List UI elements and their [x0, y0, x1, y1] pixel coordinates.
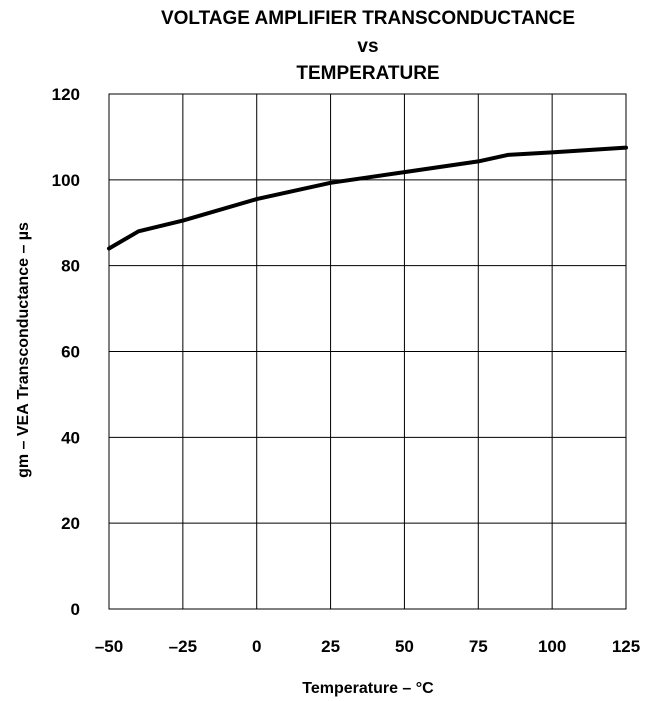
y-tick-label: 0	[71, 600, 80, 619]
x-tick-label: 100	[538, 637, 566, 656]
x-axis-label: Temperature – °C	[302, 680, 434, 697]
x-tick-label: 75	[469, 637, 488, 656]
y-axis-label: gm – VEA Transconductance – µs	[15, 222, 32, 478]
chart-title-line-2: vs	[357, 36, 378, 57]
tick-labels: –50 –25 0 25 50 75 100 125 0 20 40 60 80 100 120	[52, 85, 641, 656]
x-tick-label: 0	[252, 637, 261, 656]
y-tick-label: 80	[61, 257, 80, 276]
x-tick-label: –25	[169, 637, 197, 656]
y-tick-label: 120	[52, 85, 80, 104]
transconductance-line	[107, 145, 628, 251]
grid-layer	[108, 93, 627, 610]
y-tick-label: 60	[61, 343, 80, 362]
chart-title-line-3: TEMPERATURE	[296, 63, 439, 84]
x-tick-label: 125	[612, 637, 640, 656]
x-tick-label: –50	[95, 637, 123, 656]
y-tick-label: 20	[61, 514, 80, 533]
y-tick-label: 100	[52, 171, 80, 190]
x-tick-label: 50	[395, 637, 414, 656]
chart-title-line-1: VOLTAGE AMPLIFIER TRANSCONDUCTANCE	[161, 8, 575, 29]
y-tick-label: 40	[61, 428, 80, 447]
series-layer	[107, 145, 628, 251]
plot-frame	[108, 93, 627, 610]
x-tick-label: 25	[321, 637, 340, 656]
